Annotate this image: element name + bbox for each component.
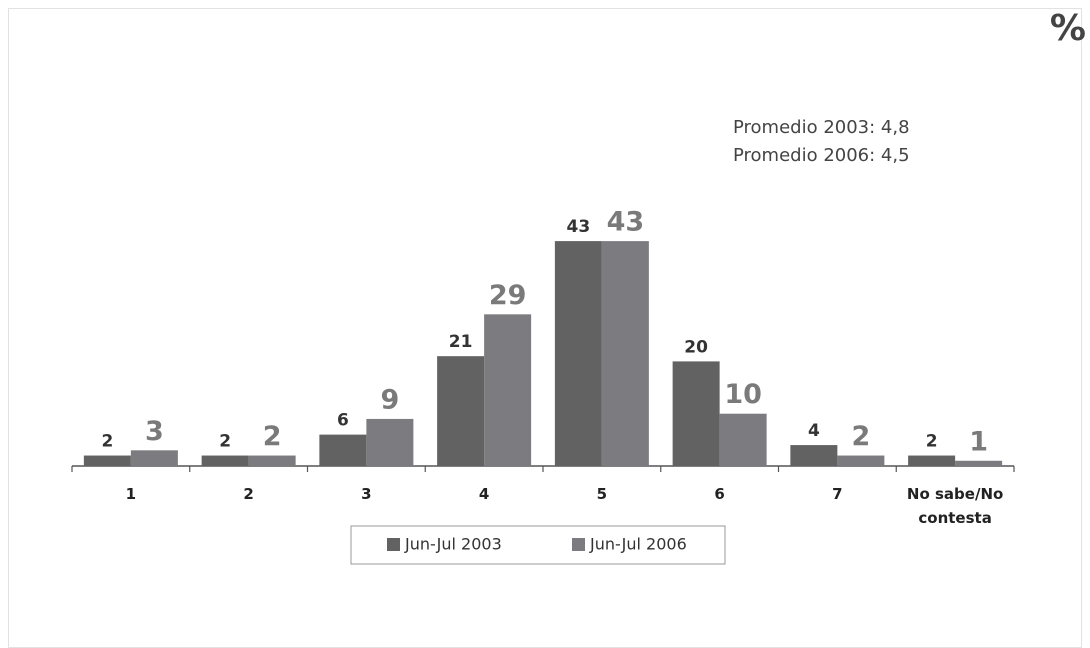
bar	[437, 356, 485, 466]
x-tick-label: 3	[361, 485, 372, 503]
bar	[908, 455, 956, 466]
annotation: Promedio 2006: 4,5	[733, 145, 910, 166]
bar	[130, 450, 178, 466]
data-label: 6	[337, 411, 349, 431]
legend-swatch	[572, 538, 585, 551]
data-label: 2	[263, 421, 282, 452]
legend	[350, 525, 726, 565]
x-tick-label: 7	[832, 485, 843, 503]
bar	[248, 455, 296, 466]
x-tick-label: 1	[125, 485, 137, 503]
bar	[554, 241, 602, 466]
data-label: 2	[101, 432, 113, 452]
x-tick-label: 4	[478, 485, 490, 503]
bar	[790, 445, 838, 466]
data-label: 21	[449, 332, 473, 352]
data-label: 29	[489, 280, 527, 311]
data-label: 10	[724, 379, 762, 410]
x-tick-label: 6	[714, 485, 725, 503]
unit-label: %	[1050, 8, 1086, 49]
data-label: 4	[808, 421, 820, 441]
data-label: 2	[219, 432, 231, 452]
data-label: 43	[607, 207, 645, 238]
x-tick-label: 5	[596, 485, 608, 503]
bar	[484, 314, 532, 466]
bar	[719, 413, 767, 466]
bar	[955, 460, 1003, 466]
data-label: 43	[567, 217, 591, 237]
x-tick-label: No sabe/No contesta	[906, 485, 1004, 527]
data-label: 20	[684, 337, 708, 357]
legend-label: Jun-Jul 2003	[404, 535, 502, 554]
data-label: 2	[851, 421, 870, 452]
bar	[201, 455, 249, 466]
data-label: 2	[926, 432, 938, 452]
data-label: 1	[969, 426, 988, 457]
data-label: 3	[145, 416, 164, 447]
bar	[83, 455, 131, 466]
bar	[672, 361, 720, 466]
bar	[601, 241, 649, 466]
bar	[366, 418, 414, 466]
bar	[319, 434, 367, 466]
data-label: 9	[380, 384, 399, 415]
bar	[837, 455, 885, 466]
legend-swatch	[387, 538, 400, 551]
annotation: Promedio 2003: 4,8	[733, 117, 910, 138]
legend-label: Jun-Jul 2006	[589, 535, 687, 554]
x-tick-label: 2	[243, 485, 254, 503]
